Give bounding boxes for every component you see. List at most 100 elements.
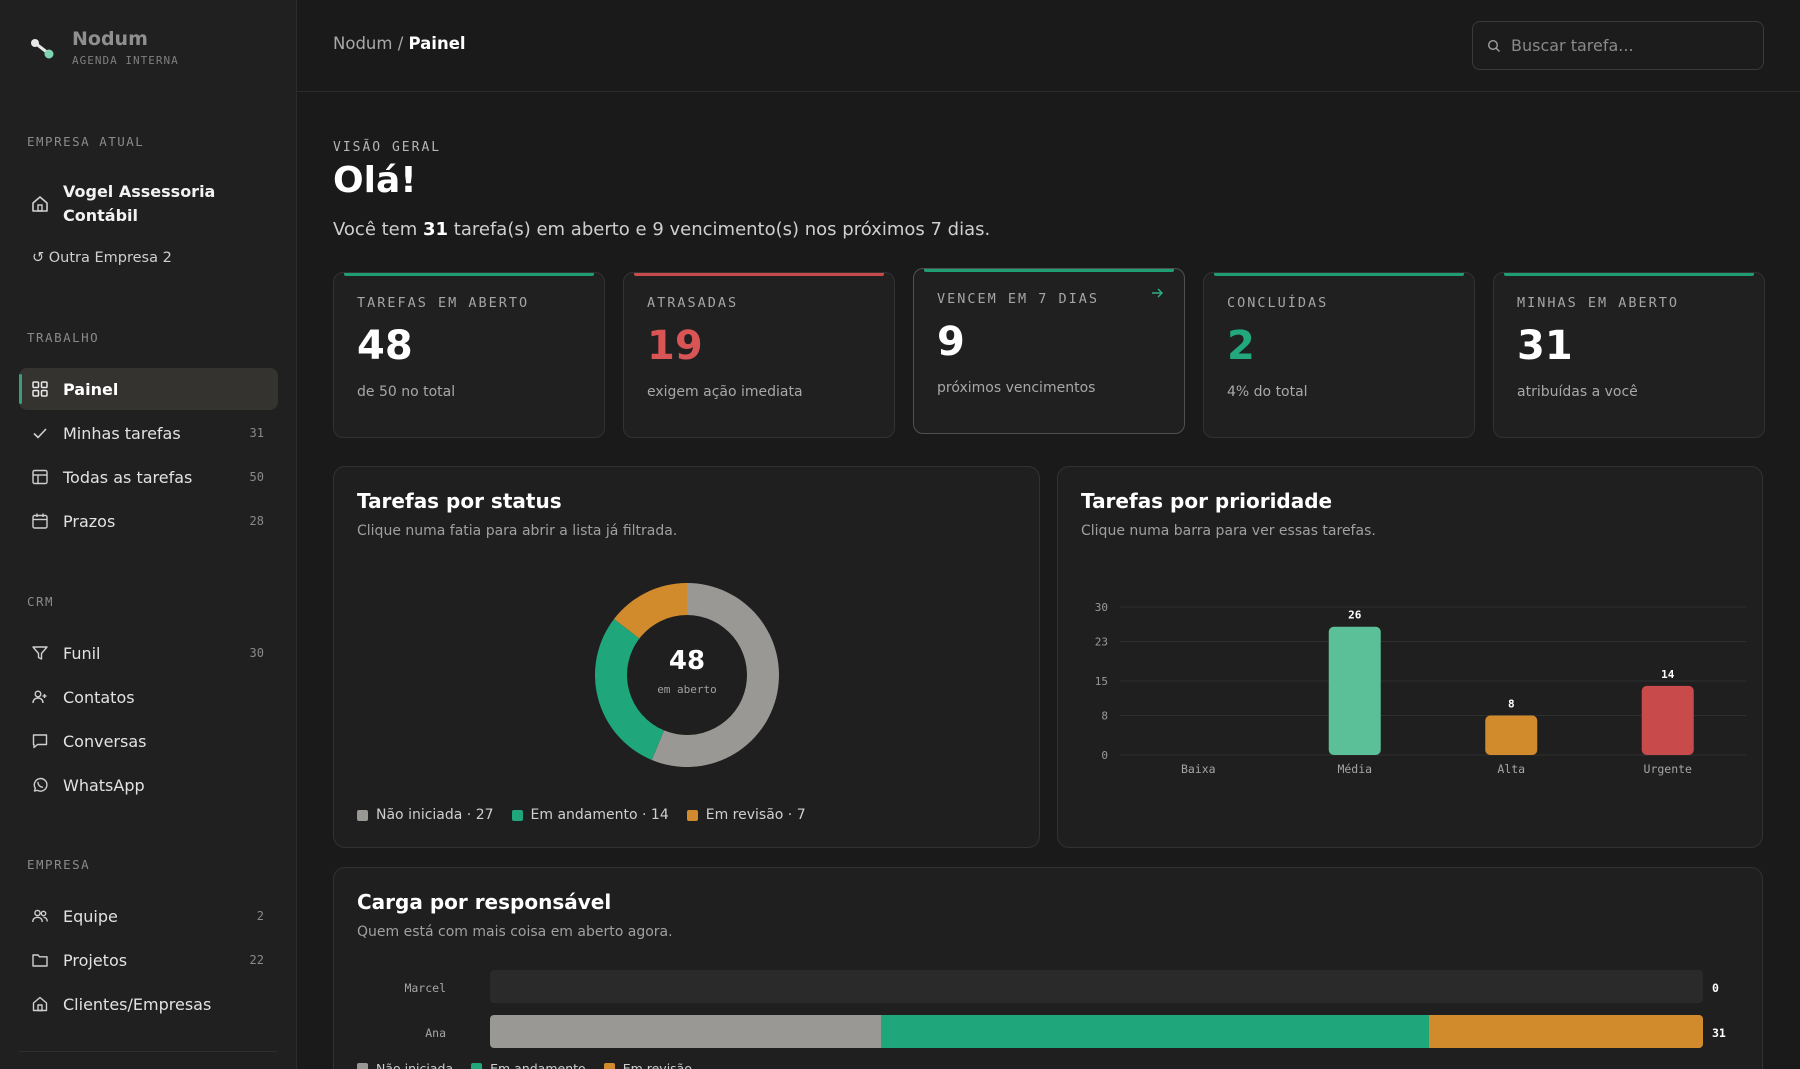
donut-center-value: 48 (668, 646, 706, 676)
legend-swatch (511, 809, 523, 821)
sidebar-item-label: Projetos (63, 950, 128, 970)
sidebar-item-projetos[interactable]: Projetos 22 (19, 939, 278, 981)
sidebar-item-label: Painel (63, 379, 119, 399)
x-category-label: Baixa (1181, 762, 1216, 776)
sidebar: Nodum AGENDA INTERNA EMPRESA ATUAL Vogel… (0, 0, 297, 1069)
legend-label: Não iniciada (376, 1061, 454, 1069)
priority-bar-chart[interactable]: 0 8 15 23 30 Baixa 26 Média 8 Alta 14 Urgente (1058, 577, 1762, 807)
kpi-completed[interactable]: CONCLUÍDAS 2 4% do total (1203, 272, 1475, 438)
kpi-overdue[interactable]: ATRASADAS 19 exigem ação imediata (623, 272, 895, 438)
switch-company-link[interactable]: ↺ Outra Empresa 2 (32, 250, 172, 266)
search-icon (1487, 39, 1500, 52)
y-tick-label: 23 (1095, 636, 1108, 649)
workload-segment-0[interactable] (490, 1015, 882, 1048)
donut-slice-0[interactable] (651, 583, 779, 767)
bar-value-label: 14 (1661, 668, 1675, 681)
y-tick-label: 15 (1095, 675, 1108, 688)
sidebar-item-count: 22 (249, 953, 264, 967)
card-title: Tarefas por prioridade (1081, 489, 1333, 513)
kpi-label: CONCLUÍDAS (1227, 295, 1329, 311)
legend-item[interactable]: Em revisão · 7 (686, 807, 806, 823)
contacts-icon (32, 690, 47, 704)
legend-item[interactable]: Em andamento · 14 (511, 807, 669, 823)
sidebar-item-todas-tarefas[interactable]: Todas as tarefas 50 (19, 456, 278, 498)
kpi-label: ATRASADAS (647, 295, 739, 311)
check-icon (33, 428, 47, 439)
status-donut-chart[interactable] (595, 583, 779, 767)
kpi-due-7-days[interactable]: VENCEM EM 7 DIAS 9 próximos vencimentos (913, 268, 1185, 434)
workload-segment-1[interactable] (881, 1015, 1430, 1048)
brand-name: Nodum (72, 28, 148, 50)
sidebar-item-label: Clientes/Empresas (63, 994, 212, 1014)
whatsapp-icon (33, 777, 48, 792)
legend-item[interactable]: Não iniciada · 27 (357, 807, 494, 823)
breadcrumb-current: Painel (408, 34, 466, 53)
legend-item[interactable]: Não iniciada (357, 1061, 453, 1069)
breadcrumb: Nodum / Painel (333, 34, 466, 53)
breadcrumb-root[interactable]: Nodum (333, 34, 393, 53)
sidebar-item-label: Minhas tarefas (63, 423, 181, 443)
sidebar-item-prazos[interactable]: Prazos 28 (19, 500, 278, 542)
kpi-accent-bar (634, 273, 884, 276)
summary-suffix: tarefa(s) em aberto e 9 vencimento(s) no… (448, 219, 991, 240)
sidebar-item-count: 30 (249, 646, 264, 660)
legend-label: Em revisão · 7 (705, 807, 806, 823)
sidebar-item-label: WhatsApp (63, 775, 145, 795)
bar-urgente[interactable] (1641, 685, 1694, 755)
assignee-name: Ana (425, 1026, 446, 1040)
donut-slice-2[interactable] (614, 583, 687, 639)
sidebar-item-contatos[interactable]: Contatos (19, 676, 278, 718)
team-icon (32, 909, 48, 923)
card-title: Carga por responsável (357, 890, 612, 914)
sidebar-item-clientes-empresas[interactable]: Clientes/Empresas (19, 983, 278, 1025)
legend-swatch (357, 809, 368, 821)
sidebar-item-count: 31 (249, 426, 264, 440)
sidebar-item-funil[interactable]: Funil 30 (19, 632, 278, 674)
bar-alta[interactable] (1485, 715, 1538, 755)
workload-card: Carga por responsável Quem está com mais… (333, 867, 1763, 1069)
brand[interactable]: Nodum AGENDA INTERNA (28, 28, 179, 67)
sidebar-item-equipe[interactable]: Equipe 2 (19, 895, 278, 937)
legend-label: Não iniciada · 27 (376, 807, 494, 823)
calendar-icon (32, 513, 48, 529)
workload-bar[interactable] (490, 1015, 1703, 1048)
kpi-value: 48 (357, 323, 413, 369)
workload-bar[interactable] (490, 970, 1703, 1003)
sidebar-item-label: Funil (63, 643, 101, 663)
kpi-value: 19 (647, 323, 703, 369)
sidebar-item-painel[interactable]: Painel (19, 368, 278, 410)
logo-icon (31, 38, 54, 58)
kpi-value: 31 (1517, 323, 1573, 369)
section-label-empresa: EMPRESA (27, 857, 91, 872)
building-icon (32, 996, 48, 1012)
workload-segment-2[interactable] (1429, 1015, 1703, 1048)
sidebar-item-label: Todas as tarefas (63, 467, 193, 487)
bar-média[interactable] (1328, 626, 1381, 755)
current-company[interactable]: Vogel Assessoria Contábil (30, 180, 243, 228)
legend-label: Em andamento (490, 1061, 586, 1069)
sidebar-item-conversas[interactable]: Conversas (19, 720, 278, 762)
search-box[interactable] (1472, 21, 1764, 70)
sidebar-item-whatsapp[interactable]: WhatsApp (19, 764, 278, 806)
donut-slice-1[interactable] (595, 618, 665, 760)
sidebar-item-count: 2 (256, 909, 264, 923)
sidebar-item-label: Prazos (63, 511, 116, 531)
overview-summary: Você tem 31 tarefa(s) em aberto e 9 venc… (333, 219, 990, 240)
sidebar-item-label: Equipe (63, 906, 118, 926)
kpi-value: 2 (1227, 323, 1255, 369)
kpi-my-open[interactable]: MINHAS EM ABERTO 31 atribuídas a você (1493, 272, 1765, 438)
workload-legend: Não iniciada Em andamento Em revisão (357, 1061, 710, 1069)
brand-tagline: AGENDA INTERNA (72, 54, 179, 67)
workload-total: 31 (1712, 1026, 1726, 1040)
kpi-open-tasks[interactable]: TAREFAS EM ABERTO 48 de 50 no total (333, 272, 605, 438)
kpi-accent-bar (344, 273, 594, 276)
summary-open-count: 31 (423, 219, 449, 240)
legend-item[interactable]: Em revisão (603, 1061, 692, 1069)
sidebar-item-minhas-tarefas[interactable]: Minhas tarefas 31 (19, 412, 278, 454)
legend-item[interactable]: Em andamento (471, 1061, 586, 1069)
kpi-subtext: exigem ação imediata (647, 384, 803, 400)
y-tick-label: 30 (1095, 601, 1108, 614)
search-input[interactable] (1511, 36, 1741, 55)
kpi-subtext: atribuídas a você (1517, 384, 1638, 400)
y-tick-label: 8 (1101, 710, 1108, 723)
